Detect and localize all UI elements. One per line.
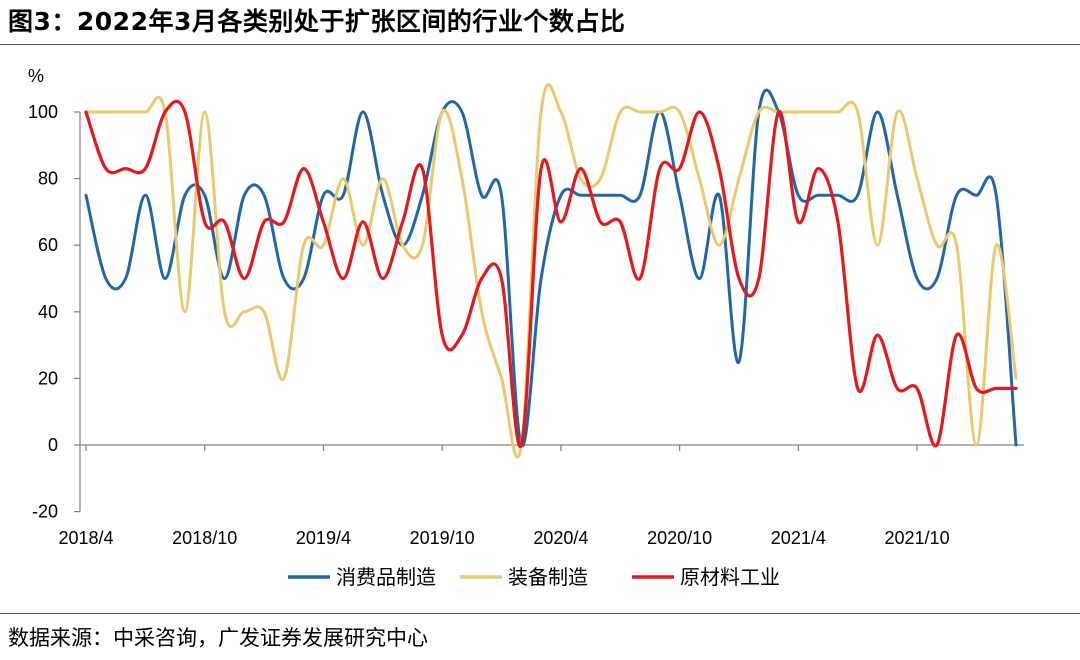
y-axis: -20 0 20 40 60 80 100 [28,102,81,522]
series-line-raw-materials [84,99,1018,449]
x-tick-label: 2019/10 [410,528,475,548]
bottom-divider [0,613,1080,614]
legend-label-consumer-goods: 消费品制造 [336,566,436,589]
x-tick-label: 2019/4 [296,528,351,548]
x-tick-label: 2018/4 [58,528,113,548]
source-note: 数据来源：中采咨询，广发证券发展研究中心 [8,626,428,650]
x-tick-label: 2021/10 [885,528,950,548]
y-axis-unit-label: % [28,66,44,86]
series-line-consumer-goods [84,88,1018,448]
y-tick-label: 20 [38,368,58,388]
x-tick-label: 2020/10 [647,528,712,548]
x-tick-label: 2020/4 [533,528,588,548]
top-divider [0,44,1080,45]
y-tick-label: 80 [38,169,58,189]
y-tick-label: -20 [32,502,58,522]
legend: 消费品制造 装备制造 原材料工业 [288,566,780,589]
series-line-equipment [84,83,1018,459]
x-tick-label: 2018/10 [172,528,237,548]
y-tick-label: 0 [48,435,58,455]
legend-label-equipment: 装备制造 [508,566,588,589]
series-lines [84,83,1018,459]
y-tick-label: 60 [38,235,58,255]
legend-label-raw-materials: 原材料工业 [680,566,780,589]
x-axis: 2018/4 2018/10 2019/4 2019/10 2020/4 2020/10 2… [58,444,1024,548]
chart-title: 图3：2022年3月各类别处于扩张区间的行业个数占比 [8,7,626,36]
x-tick-label: 2021/4 [771,528,826,548]
y-tick-label: 40 [38,302,58,322]
y-tick-label: 100 [28,102,58,122]
